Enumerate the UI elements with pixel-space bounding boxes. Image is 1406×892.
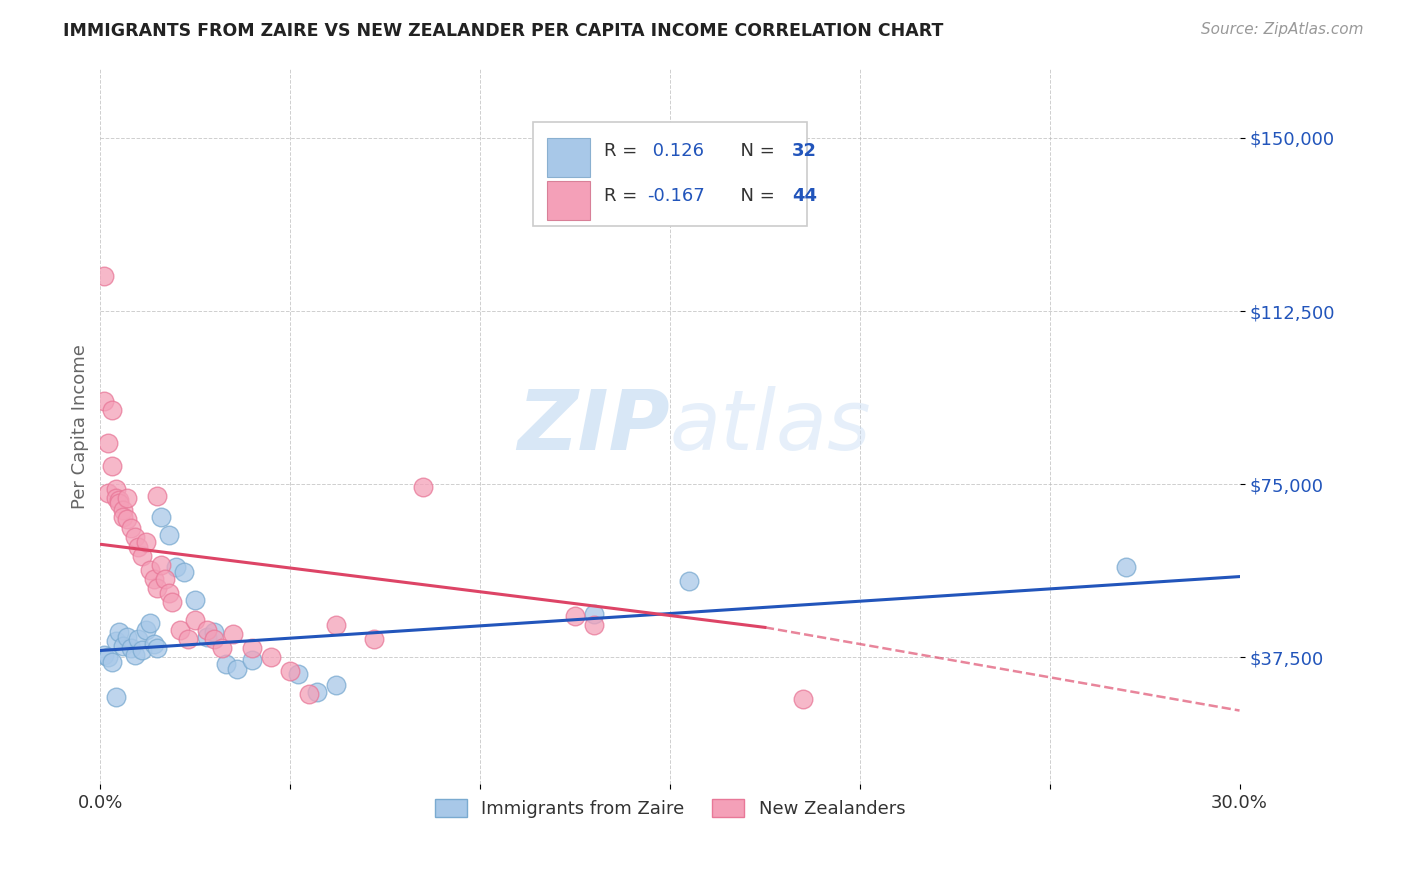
Point xyxy=(146,489,169,503)
Text: R =: R = xyxy=(603,186,643,204)
Point xyxy=(127,632,149,646)
Point xyxy=(93,269,115,284)
Point xyxy=(222,627,245,641)
Point xyxy=(184,592,207,607)
Point xyxy=(120,521,142,535)
Point xyxy=(564,608,586,623)
Point xyxy=(104,690,127,704)
Point xyxy=(97,486,120,500)
Point xyxy=(150,509,173,524)
Point xyxy=(202,632,225,646)
Text: N =: N = xyxy=(730,142,780,160)
FancyBboxPatch shape xyxy=(533,122,807,226)
Point xyxy=(195,630,218,644)
Point xyxy=(582,607,605,621)
Point xyxy=(412,479,434,493)
Point xyxy=(97,650,120,665)
Point xyxy=(142,636,165,650)
Point xyxy=(150,558,173,572)
Text: 44: 44 xyxy=(792,186,817,204)
Point xyxy=(135,535,157,549)
Point xyxy=(240,653,263,667)
Point xyxy=(153,572,176,586)
Point xyxy=(157,528,180,542)
Point xyxy=(115,512,138,526)
Point xyxy=(287,666,309,681)
Point xyxy=(184,614,207,628)
Point xyxy=(211,641,233,656)
FancyBboxPatch shape xyxy=(547,138,591,178)
Point xyxy=(93,394,115,409)
Point xyxy=(127,540,149,554)
Point xyxy=(325,678,347,692)
Point xyxy=(100,403,122,417)
Point xyxy=(214,657,236,672)
Point xyxy=(138,615,160,630)
Point xyxy=(202,625,225,640)
Point xyxy=(108,496,131,510)
Point xyxy=(298,687,321,701)
Point xyxy=(124,530,146,544)
Point xyxy=(678,574,700,589)
Text: IMMIGRANTS FROM ZAIRE VS NEW ZEALANDER PER CAPITA INCOME CORRELATION CHART: IMMIGRANTS FROM ZAIRE VS NEW ZEALANDER P… xyxy=(63,22,943,40)
Point xyxy=(142,572,165,586)
Point xyxy=(131,643,153,657)
FancyBboxPatch shape xyxy=(547,181,591,220)
Point xyxy=(305,685,328,699)
Point xyxy=(108,625,131,640)
Point xyxy=(195,623,218,637)
Point xyxy=(146,581,169,595)
Point xyxy=(260,650,283,665)
Point xyxy=(112,502,135,516)
Point xyxy=(104,491,127,505)
Point xyxy=(1115,560,1137,574)
Point xyxy=(582,618,605,632)
Point xyxy=(115,630,138,644)
Point xyxy=(240,641,263,656)
Point xyxy=(104,482,127,496)
Point xyxy=(108,493,131,508)
Text: 32: 32 xyxy=(792,142,817,160)
Point xyxy=(131,549,153,563)
Point xyxy=(112,509,135,524)
Point xyxy=(146,641,169,656)
Point xyxy=(325,618,347,632)
Point xyxy=(112,639,135,653)
Point xyxy=(124,648,146,662)
Point xyxy=(104,634,127,648)
Point xyxy=(135,623,157,637)
Point xyxy=(363,632,385,646)
Legend: Immigrants from Zaire, New Zealanders: Immigrants from Zaire, New Zealanders xyxy=(427,792,912,825)
Point xyxy=(792,692,814,706)
Text: 0.126: 0.126 xyxy=(647,142,704,160)
Text: Source: ZipAtlas.com: Source: ZipAtlas.com xyxy=(1201,22,1364,37)
Point xyxy=(169,623,191,637)
Text: R =: R = xyxy=(603,142,643,160)
Point xyxy=(115,491,138,505)
Text: ZIP: ZIP xyxy=(517,386,669,467)
Point xyxy=(176,632,198,646)
Point xyxy=(138,563,160,577)
Point xyxy=(120,641,142,656)
Point xyxy=(278,665,301,679)
Point xyxy=(100,458,122,473)
Point xyxy=(97,435,120,450)
Text: atlas: atlas xyxy=(669,386,872,467)
Text: N =: N = xyxy=(730,186,780,204)
Y-axis label: Per Capita Income: Per Capita Income xyxy=(72,344,89,509)
Point xyxy=(165,560,187,574)
Point xyxy=(162,595,184,609)
Text: -0.167: -0.167 xyxy=(647,186,704,204)
Point xyxy=(100,655,122,669)
Point xyxy=(93,648,115,662)
Point xyxy=(226,662,249,676)
Point xyxy=(173,565,195,579)
Point xyxy=(157,586,180,600)
